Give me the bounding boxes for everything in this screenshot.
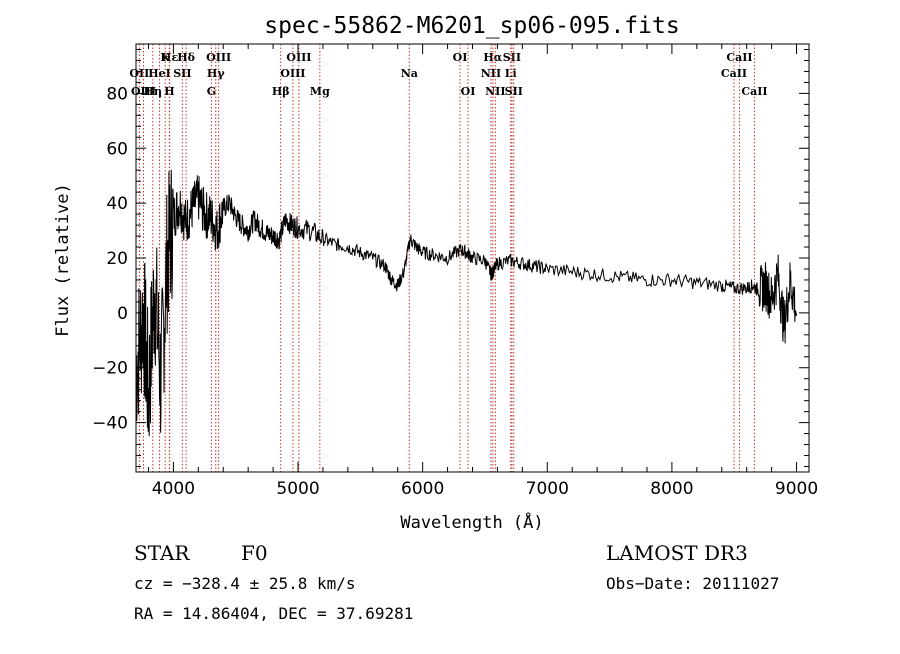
spectral-line-label: H [164,85,174,98]
chart-title: spec-55862-M6201_sp06-095.fits [264,13,679,39]
spectral-line-label: OIII [131,85,156,98]
spectral-line-label: CaII [721,67,747,80]
y-tick-label: 80 [106,84,128,104]
spectral-line-label: CaII [741,85,767,98]
x-tick-label: 5000 [276,479,319,499]
y-tick-label: 20 [106,249,128,269]
spectral-line-label: OI [461,85,476,98]
x-tick-label: 8000 [650,479,693,499]
x-axis-label: Wavelength (Å) [400,511,543,533]
spectral-line-label: Hβ [272,85,290,98]
y-axis-label: Flux (relative) [53,183,73,337]
spectral-line-label: Hε [161,51,178,64]
spectral-line-label: OIII [280,67,305,80]
x-tick-label: 9000 [775,479,818,499]
spectral-line-label: Na [401,67,418,80]
spectral-line-label: K [160,51,170,64]
spectral-line-label: Hδ [177,51,195,64]
spectral-line-label: Hα [483,51,502,64]
x-tick-label: 6000 [401,479,444,499]
spectral-line-label: SII [503,51,521,64]
flux-series-line [135,169,797,437]
spectral-line-label: NII [485,85,505,98]
x-tick-label: 7000 [526,479,569,499]
spectral-line-label: HeI [148,67,171,80]
spectral-line-label: Mg [310,85,330,98]
spectral-line-label: OI [453,51,468,64]
spectral-line-label: Hη [144,85,162,98]
spectral-line-label: OII [129,67,149,80]
spectral-line-label: Li [505,67,517,80]
survey-name: LAMOST DR3 [606,541,748,565]
spectral-line-label: NII [481,67,501,80]
y-tick-label: −40 [92,414,128,434]
spectral-line-label: OIII [286,51,311,64]
spectral-line-label: G [207,85,216,98]
y-tick-label: 40 [106,194,128,214]
y-tick-label: 60 [106,139,128,159]
spectral-line-label: SII [173,67,191,80]
spectral-line-label: CaII [726,51,752,64]
object-subclass: F0 [241,541,268,565]
spectral-line-label: OIII [206,51,231,64]
spectral-line-label: Hγ [207,67,225,80]
x-tick-label: 4000 [152,479,195,499]
spectral-line-label: SII [505,85,523,98]
coordinates: RA = 14.86404, DEC = 37.69281 [134,604,413,623]
axis-ticks: 4000 5000 6000 7000 8000 9000 −40 −20 0 20 40 60 80 [92,44,818,499]
object-type: STAR [134,541,190,565]
y-tick-label: −20 [92,359,128,379]
redshift-velocity: cz = −328.4 ± 25.8 km/s [134,574,356,593]
y-tick-label: 0 [117,304,128,324]
obs-date: Obs−Date: 20111027 [606,574,779,593]
